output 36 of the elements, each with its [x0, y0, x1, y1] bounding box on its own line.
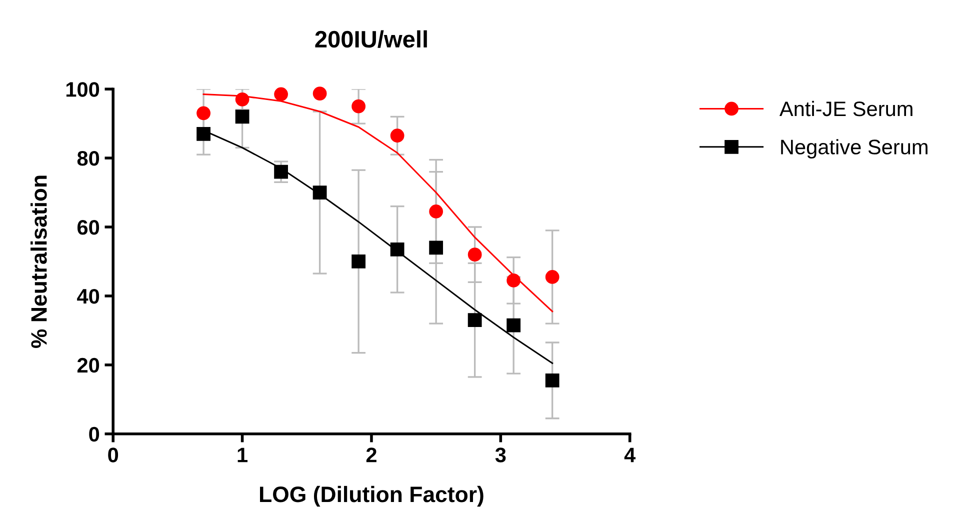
point: [429, 240, 444, 255]
point: [468, 248, 482, 262]
point: [468, 313, 482, 328]
y-tick-label: 60: [77, 220, 100, 235]
point: [196, 126, 210, 141]
x-tick-label: 3: [495, 448, 506, 462]
point: [545, 270, 560, 284]
x-tick-label: 1: [238, 448, 248, 462]
y-tick-label: 0: [89, 426, 100, 442]
x-tick-label: 0: [108, 448, 118, 462]
point: [235, 110, 250, 124]
x-tick-label: 4: [624, 448, 636, 462]
point: [390, 242, 404, 256]
point: [312, 186, 327, 200]
point: [274, 87, 288, 102]
point: [506, 318, 521, 332]
x-axis-title: LOG (Dilution Factor): [260, 486, 484, 507]
point: [352, 254, 366, 268]
y-tick-label: 20: [77, 358, 100, 373]
point: [352, 99, 366, 114]
point: [545, 373, 560, 388]
x-tick-label: 2: [366, 448, 376, 462]
point: [274, 164, 288, 179]
point: [506, 273, 521, 288]
point: [390, 128, 404, 143]
legend-label: Negative Serum: [781, 139, 928, 159]
point: [429, 204, 444, 218]
y-tick-label: 100: [66, 82, 100, 97]
y-tick-label: 40: [77, 288, 100, 304]
y-tick-label: 80: [77, 151, 100, 166]
point: [235, 92, 250, 106]
y-axis-title: % Neutralisation: [30, 176, 47, 348]
point: [312, 86, 327, 101]
point: [196, 106, 210, 120]
chart-title: 200IU/well: [315, 30, 427, 48]
legend-label: Anti-JE Serum: [779, 100, 912, 116]
